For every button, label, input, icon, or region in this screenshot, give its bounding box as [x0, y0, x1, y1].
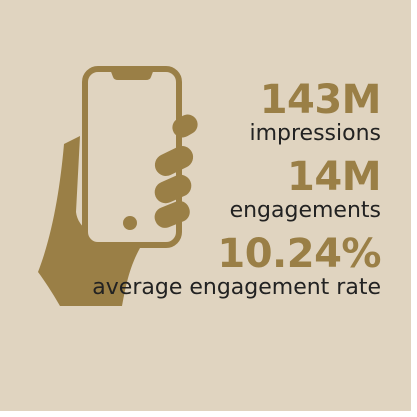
hand-holding-phone-icon	[38, 66, 200, 306]
phone-notch	[110, 69, 154, 80]
finger-3	[154, 174, 192, 204]
stat-value: 143M	[259, 77, 382, 123]
stat-value: 10.24%	[217, 231, 381, 277]
finger-1	[172, 114, 198, 138]
stat-value: 14M	[287, 154, 381, 200]
stats-list: 143M impressions 14M engagements 10.24% …	[41, 78, 381, 300]
stat-label: engagements	[229, 198, 381, 223]
stat-label: average engagement rate	[92, 275, 381, 300]
finger-2	[154, 146, 194, 176]
stat-engagements: 14M engagements	[41, 154, 382, 223]
stats-card: 143M impressions 14M engagements 10.24% …	[0, 0, 411, 411]
stat-impressions: 143M impressions	[41, 78, 381, 146]
finger-4	[154, 201, 190, 228]
stat-label: impressions	[249, 121, 381, 146]
hand-shape	[38, 136, 140, 306]
phone-home-button	[123, 216, 137, 230]
stat-engagement-rate: 10.24% average engagement rate	[41, 232, 381, 300]
